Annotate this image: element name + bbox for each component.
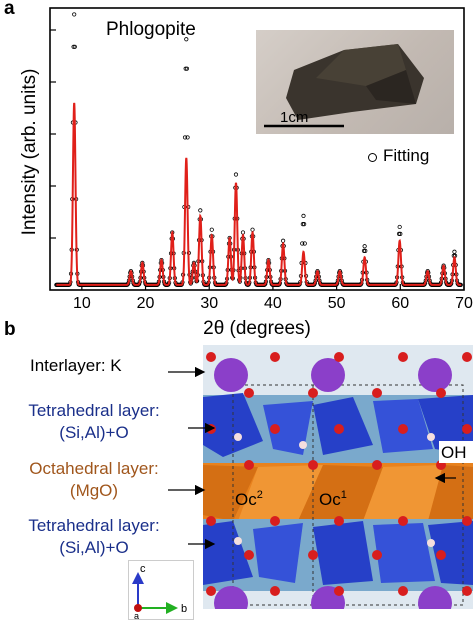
data-point	[300, 222, 305, 227]
oxygen-atom	[270, 352, 280, 362]
oxygen-atom	[372, 388, 382, 398]
oxygen-atom	[462, 424, 472, 434]
oxygen-atom	[244, 550, 254, 560]
oxygen-atom	[436, 388, 446, 398]
fitting-series-line	[56, 102, 462, 286]
x-tick-label: 50	[328, 295, 346, 312]
oxygen-atom	[334, 586, 344, 596]
oxygen-atom	[462, 516, 472, 526]
octa-label: Octahedral layer: (MgO)	[4, 458, 184, 502]
x-tick-label: 30	[200, 295, 218, 312]
sample-photo	[256, 30, 454, 134]
oxygen-atom	[206, 352, 216, 362]
x-tick-label: 40	[264, 295, 282, 312]
data-point	[233, 172, 239, 177]
scale-bar-label: 1cm	[280, 109, 309, 126]
oxygen-atom	[398, 424, 408, 434]
y-axis-label: Intensity (arb. units)	[19, 69, 40, 236]
data-point	[72, 44, 77, 49]
oxygen-atom	[462, 586, 472, 596]
octa-line1: Octahedral layer:	[29, 459, 159, 478]
c-axis-label: c	[140, 563, 146, 575]
oxygen-atom	[308, 388, 318, 398]
data-point	[302, 222, 307, 227]
oxygen-atom	[398, 586, 408, 596]
x-tick-label: 10	[73, 295, 91, 312]
oc1-label: Oc1	[319, 489, 347, 509]
oxygen-atom	[270, 424, 280, 434]
oxygen-atom	[206, 516, 216, 526]
data-point	[397, 224, 402, 230]
data-point	[183, 66, 188, 71]
a-axis-label: a	[134, 611, 139, 620]
hydrogen-atoms	[234, 433, 435, 547]
oc2-label: Oc2	[235, 489, 263, 509]
data-point	[301, 213, 306, 218]
oxygen-atom	[244, 388, 254, 398]
data-point	[452, 249, 457, 254]
oxygen-atom	[436, 550, 446, 560]
data-point	[71, 44, 76, 49]
data-point	[198, 208, 203, 213]
data-point	[281, 238, 286, 243]
data-point	[362, 244, 367, 249]
data-point	[363, 248, 368, 253]
data-point	[182, 135, 188, 140]
data-point	[396, 231, 402, 236]
oxygen-atom	[244, 460, 254, 470]
oh-label: OH	[441, 443, 467, 462]
panel-b-letter: b	[4, 319, 16, 340]
data-point	[72, 12, 77, 17]
a-axis-dot	[134, 604, 142, 612]
data-point	[250, 227, 255, 232]
oxygen-atom	[334, 516, 344, 526]
oxygen-atom	[334, 424, 344, 434]
octa-line2: (MgO)	[69, 481, 119, 500]
x-axis-label: 2θ (degrees)	[203, 318, 311, 339]
tetra-bot-line2: (Si,Al)+O	[59, 538, 129, 557]
crystal-structure: Oc2 Oc1 OH	[203, 345, 473, 609]
oxygen-atom	[206, 586, 216, 596]
oxygen-atom	[308, 550, 318, 560]
oxygen-atom	[398, 352, 408, 362]
b-axis-label: b	[181, 603, 187, 615]
data-point	[361, 248, 367, 253]
data-point	[209, 227, 214, 232]
mineral-name: Phlogopite	[106, 19, 196, 40]
tetra-top-label: Tetrahedral layer: (Si,Al)+O	[4, 400, 184, 444]
data-point	[184, 66, 190, 71]
oxygen-atom	[372, 460, 382, 470]
tetra-bot-line1: Tetrahedral layer:	[28, 516, 160, 535]
legend-label: Fitting	[383, 146, 430, 165]
x-tick-label: 20	[137, 295, 155, 312]
plot-frame	[49, 7, 465, 291]
oxygen-atom	[270, 516, 280, 526]
mica-crystal-image	[264, 44, 424, 128]
oxygen-atom	[372, 550, 382, 560]
oxygen-atom	[398, 516, 408, 526]
x-tick-label: 70	[455, 295, 473, 312]
data-point	[302, 241, 307, 246]
tetra-top-line2: (Si,Al)+O	[59, 423, 129, 442]
oxygen-atom	[308, 460, 318, 470]
interlayer-label: Interlayer: K	[30, 356, 122, 375]
tetra-bot-label: Tetrahedral layer: (Si,Al)+O	[4, 515, 184, 559]
oxygen-atom	[462, 352, 472, 362]
oxygen-atom	[334, 352, 344, 362]
legend-marker	[368, 153, 377, 162]
x-tick-label: 60	[391, 295, 409, 312]
axes-triad: c b a	[132, 563, 187, 620]
data-point	[300, 241, 305, 246]
panel-a-letter: a	[4, 0, 15, 19]
xrd-chart: Intensity (arb. units) 2θ (degrees) 10 20…	[19, 7, 473, 339]
tetra-top-line1: Tetrahedral layer:	[28, 401, 160, 420]
data-point	[185, 135, 190, 140]
data-point	[240, 230, 246, 235]
layer-arrows	[168, 366, 456, 550]
data-point	[398, 231, 403, 236]
oxygen-atom	[270, 586, 280, 596]
data-point	[184, 37, 189, 42]
